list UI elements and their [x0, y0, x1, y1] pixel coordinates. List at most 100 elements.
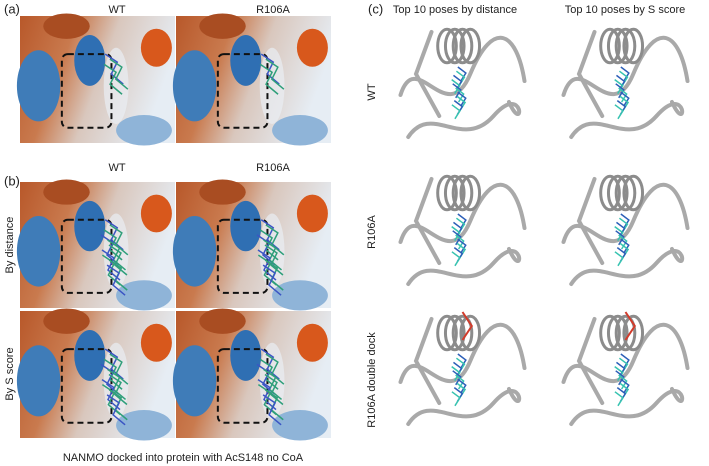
ligand [614, 365, 624, 381]
surface-image [16, 179, 175, 311]
ligand [101, 378, 121, 411]
ribbon [413, 177, 442, 265]
ribbon [576, 177, 605, 265]
helix [436, 27, 458, 65]
row-label: WT [366, 83, 378, 100]
caption: NANMO docked into protein with AcS148 no… [63, 452, 304, 464]
panel-label: (a) [4, 1, 20, 16]
ligand [265, 353, 285, 385]
ligand [260, 53, 280, 85]
ligand [263, 239, 283, 271]
ligand [101, 384, 121, 416]
ligand [451, 78, 461, 94]
surface-image [172, 13, 331, 146]
surface-image [16, 308, 175, 441]
helix [622, 27, 645, 65]
surface-orange [296, 194, 328, 233]
surface-blue [230, 200, 262, 252]
ligand [106, 394, 126, 426]
ligand [614, 104, 624, 120]
ligand [109, 353, 129, 385]
ligand [451, 225, 461, 241]
ligand [452, 370, 462, 386]
ribbon [406, 247, 522, 286]
ribbon [398, 182, 527, 244]
pocket-box [216, 218, 269, 294]
surface-blue [74, 35, 106, 86]
helix [622, 314, 645, 352]
ribbon [569, 387, 685, 426]
ribbon [561, 322, 690, 384]
surface-blue [116, 115, 172, 146]
surface-blue [172, 345, 217, 417]
surface-blue [272, 410, 328, 441]
column-label: WT [108, 4, 125, 16]
column-label: WT [108, 162, 125, 174]
helix [606, 27, 629, 65]
panel-label: (b) [4, 173, 20, 188]
surface-blue [172, 50, 217, 122]
surface-image [172, 179, 331, 311]
ribbon [569, 100, 685, 139]
helix [459, 27, 482, 65]
ligand [457, 353, 467, 369]
ligand [257, 249, 277, 281]
surface-blue [272, 280, 328, 311]
ligand [452, 230, 462, 246]
ligand [257, 384, 277, 416]
surface-blue [74, 200, 106, 252]
surface-orange [43, 13, 90, 39]
ribbon [406, 100, 522, 139]
helix [443, 314, 466, 352]
helix [614, 314, 637, 352]
ligand [461, 311, 474, 341]
surface-blue [116, 410, 172, 441]
helix [622, 174, 645, 212]
surface-orange [140, 28, 172, 67]
ligand [109, 224, 129, 256]
ribbon [413, 30, 442, 118]
ligand [109, 58, 129, 90]
surface-orange [199, 308, 246, 334]
ligand [257, 254, 277, 286]
helix [443, 27, 466, 65]
helix [451, 314, 474, 352]
ligand [620, 66, 630, 82]
ligand [457, 213, 467, 229]
surface-blue [16, 50, 61, 122]
pocket-box [60, 218, 113, 294]
pocket-box [60, 348, 113, 424]
helix [443, 174, 466, 212]
ribbon [576, 317, 605, 405]
helix [451, 174, 474, 212]
helix [614, 27, 637, 65]
helix [436, 314, 458, 352]
ligand [615, 370, 625, 386]
surface-blue [230, 35, 262, 86]
protein-image [398, 27, 527, 139]
panel-label: (c) [368, 1, 383, 16]
ribbon [406, 387, 522, 426]
ligand [265, 58, 285, 90]
surface-orange [140, 194, 172, 233]
ligand [262, 394, 282, 426]
helix [599, 174, 621, 212]
surface-blue [74, 330, 106, 381]
ligand [265, 224, 285, 256]
ligand [101, 254, 121, 286]
ligand [457, 378, 467, 394]
ligand [259, 63, 279, 95]
ligand [624, 311, 637, 341]
ligand [104, 219, 124, 251]
ribbon [398, 322, 527, 384]
surface-orange [296, 323, 328, 362]
ligand [620, 353, 630, 369]
ligand [260, 219, 280, 251]
ligand [614, 391, 624, 407]
ribbon [398, 35, 527, 97]
ribbon [561, 35, 690, 97]
helix [599, 27, 621, 65]
column-label: R106A [256, 162, 290, 174]
ligand [620, 378, 630, 394]
